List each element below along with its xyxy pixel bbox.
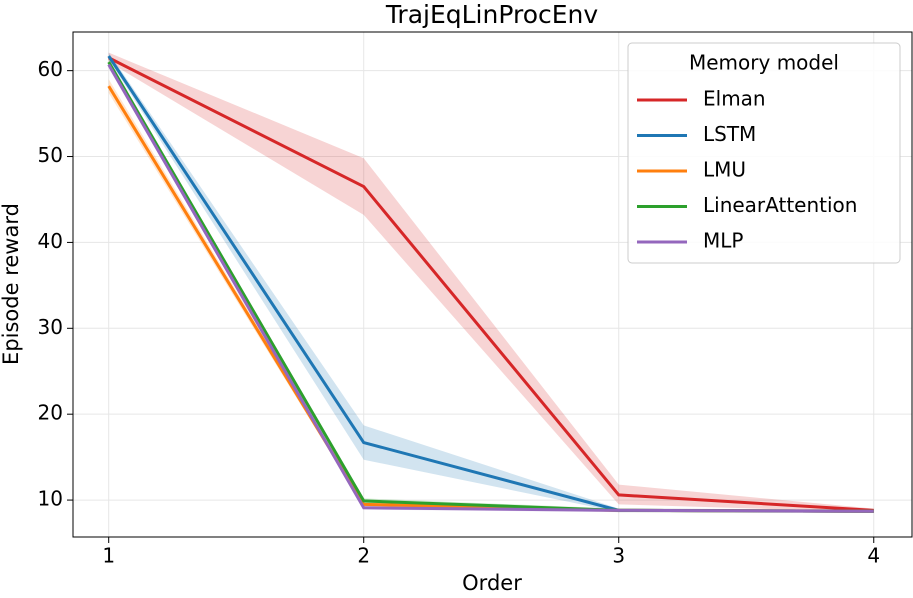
line bbox=[107, 63, 874, 513]
x-tick-label: 4 bbox=[867, 544, 880, 568]
legend-label: Elman bbox=[703, 87, 766, 111]
x-tick-label: 2 bbox=[357, 544, 370, 568]
y-tick-label: 60 bbox=[38, 57, 63, 81]
x-axis-label: Order bbox=[462, 571, 522, 595]
plot-frame bbox=[72, 31, 913, 538]
line bbox=[108, 56, 874, 512]
y-tick-label: 30 bbox=[38, 315, 63, 339]
x-tick-label: 1 bbox=[102, 544, 115, 568]
confidence-band bbox=[108, 52, 874, 513]
y-tick-label: 20 bbox=[38, 401, 63, 425]
confidence-band bbox=[108, 52, 874, 513]
legend-label: LMU bbox=[703, 158, 746, 182]
legend-label: MLP bbox=[703, 229, 743, 253]
legend-title: Memory model bbox=[689, 51, 839, 75]
chart-title: TrajEqLinProcEnv bbox=[385, 0, 599, 29]
y-tick-label: 50 bbox=[38, 143, 63, 167]
legend-label: LSTM bbox=[703, 122, 756, 146]
y-tick-label: 40 bbox=[38, 229, 63, 253]
y-axis-label: Episode reward bbox=[0, 203, 23, 365]
y-tick-label: 10 bbox=[38, 487, 63, 511]
legend-label: LinearAttention bbox=[703, 193, 857, 217]
legend-box bbox=[627, 42, 901, 264]
x-tick-label: 3 bbox=[612, 544, 625, 568]
